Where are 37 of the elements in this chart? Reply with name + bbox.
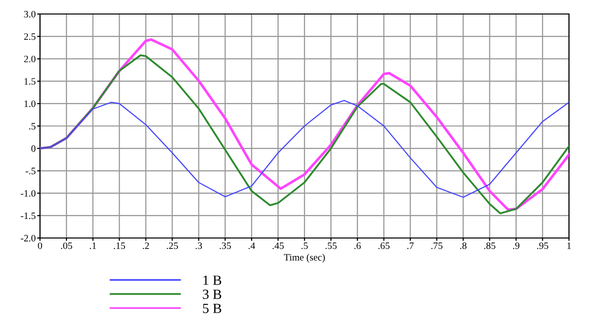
x-tick-label: 1 — [567, 242, 571, 249]
legend-label: 3 B — [202, 290, 222, 299]
y-tick-label: 1.0 — [24, 100, 36, 108]
y-tick-label: -1.5 — [20, 212, 36, 220]
x-tick-label: .2 — [142, 242, 149, 250]
x-tick-label: .05 — [61, 242, 72, 250]
y-tick-label: 1.5 — [24, 78, 36, 85]
x-tick-label: .1 — [90, 242, 96, 250]
x-tick-label: .7 — [407, 242, 414, 250]
x-tick-label: .15 — [114, 242, 126, 250]
y-tick-label: -1.0 — [20, 190, 36, 197]
y-tick-label: 0 — [31, 145, 36, 152]
y-tick-label: 2.5 — [24, 33, 36, 40]
legend-label: 5 B — [203, 304, 222, 314]
y-tick-label: 2.0 — [24, 56, 36, 62]
x-tick-label: .45 — [272, 242, 284, 250]
legend-label: 1 B — [203, 276, 222, 285]
y-tick-label: 3.0 — [24, 10, 36, 18]
x-tick-label: .5 — [301, 242, 308, 250]
x-tick-label: .9 — [513, 242, 520, 250]
y-tick-label: -.5 — [26, 168, 36, 174]
line-series — [40, 100, 569, 198]
x-tick-label: .55 — [326, 242, 337, 250]
x-tick-label: .85 — [484, 242, 496, 250]
x-tick-label: .3 — [196, 242, 202, 250]
x-tick-label: .4 — [248, 242, 256, 250]
x-tick-label: .65 — [378, 242, 390, 250]
x-tick-label: 0 — [38, 242, 42, 250]
x-tick-label: .35 — [220, 242, 231, 250]
x-axis-title: Time (sec) — [284, 254, 325, 263]
x-tick-label: .25 — [166, 242, 178, 250]
x-tick-label: .75 — [431, 242, 442, 250]
x-tick-label: .95 — [537, 242, 548, 250]
y-tick-label: .5 — [29, 123, 36, 130]
x-tick-label: .8 — [460, 242, 466, 250]
y-tick-label: -2.0 — [20, 234, 36, 242]
x-tick-label: .6 — [354, 242, 361, 250]
